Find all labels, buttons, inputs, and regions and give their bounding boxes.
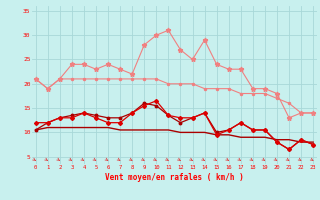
X-axis label: Vent moyen/en rafales ( km/h ): Vent moyen/en rafales ( km/h ) (105, 173, 244, 182)
